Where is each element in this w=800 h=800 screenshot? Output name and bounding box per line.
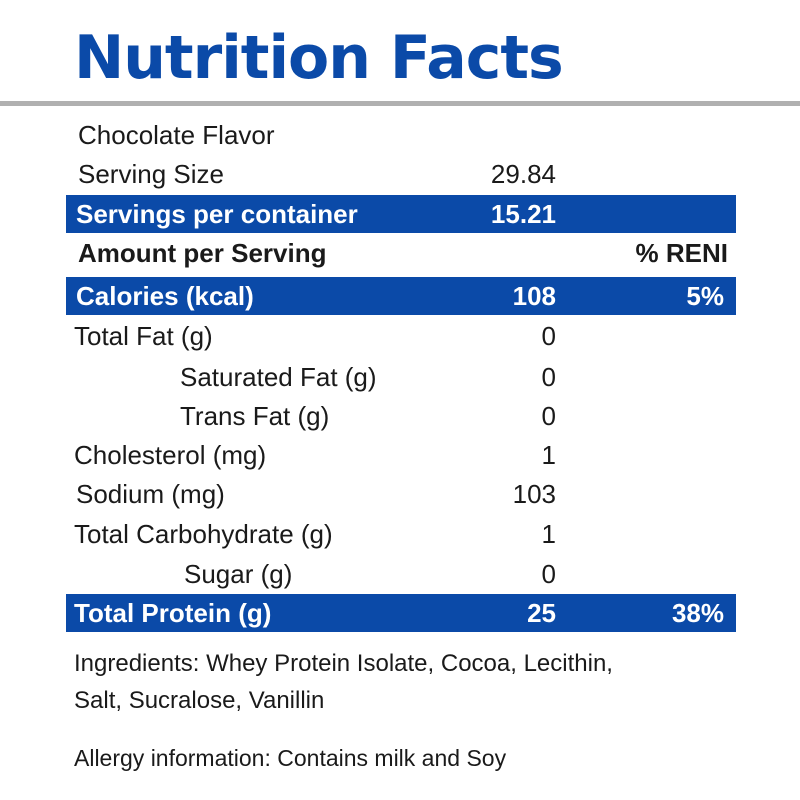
- serving-size-label: Serving Size: [78, 159, 224, 189]
- amount-per-serving-label: Amount per Serving: [78, 238, 327, 268]
- calories-pct: 5%: [686, 281, 724, 311]
- amount-per-serving-row: Amount per Serving % RENI: [66, 234, 736, 272]
- nutrient-row-trans-fat: Trans Fat (g) 0: [66, 397, 736, 435]
- calories-label: Calories (kcal): [76, 281, 254, 311]
- servings-per-container-label: Servings per container: [76, 199, 358, 229]
- calories-row: Calories (kcal) 108 5%: [66, 277, 736, 315]
- nutrient-label: Saturated Fat (g): [180, 362, 377, 392]
- nutrient-label: Trans Fat (g): [180, 401, 330, 431]
- nutrient-value: 0: [541, 401, 556, 431]
- flavor-row: Chocolate Flavor: [66, 116, 736, 154]
- servings-per-container-row: Servings per container 15.21: [66, 195, 736, 233]
- allergy-information: Allergy information: Contains milk and S…: [74, 745, 507, 771]
- reni-header: % RENI: [635, 238, 728, 268]
- nutrient-value: 103: [512, 479, 556, 509]
- nutrient-value: 1: [541, 519, 556, 549]
- nutrient-row-saturated-fat: Saturated Fat (g) 0: [66, 358, 736, 396]
- ingredients-line-1: Ingredients: Whey Protein Isolate, Cocoa…: [74, 650, 613, 677]
- total-protein-value: 25: [527, 598, 556, 628]
- total-protein-pct: 38%: [671, 598, 724, 628]
- nutrient-value: 0: [541, 362, 556, 392]
- nutrient-label: Total Carbohydrate (g): [74, 519, 333, 549]
- ingredients-line-2: Salt, Sucralose, Vanillin: [74, 687, 325, 714]
- nutrient-value: 0: [541, 321, 556, 351]
- serving-size-row: Serving Size 29.84: [66, 155, 736, 193]
- nutrient-label: Sugar (g): [184, 559, 293, 589]
- nutrient-label: Cholesterol (mg): [74, 440, 267, 470]
- nutrient-label: Total Fat (g): [74, 321, 213, 351]
- total-protein-row: Total Protein (g) 25 38%: [66, 594, 736, 632]
- nutrient-row-sodium: Sodium (mg) 103: [66, 475, 736, 513]
- serving-size-value: 29.84: [490, 159, 556, 189]
- nutrient-row-cholesterol: Cholesterol (mg) 1: [66, 436, 736, 474]
- flavor-label: Chocolate Flavor: [78, 120, 275, 150]
- nutrient-row-total-fat: Total Fat (g) 0: [66, 317, 736, 355]
- title-divider: [0, 101, 800, 106]
- nutrient-value: 0: [541, 559, 556, 589]
- total-protein-label: Total Protein (g): [74, 598, 272, 628]
- calories-value: 108: [512, 281, 556, 311]
- nutrient-label: Sodium (mg): [76, 479, 225, 509]
- servings-per-container-value: 15.21: [490, 199, 556, 229]
- nutrient-row-total-carbohydrate: Total Carbohydrate (g) 1: [66, 515, 736, 553]
- nutrient-row-sugar: Sugar (g) 0: [66, 555, 736, 593]
- nutrient-value: 1: [541, 440, 556, 470]
- page-title: Nutrition Facts: [74, 23, 564, 93]
